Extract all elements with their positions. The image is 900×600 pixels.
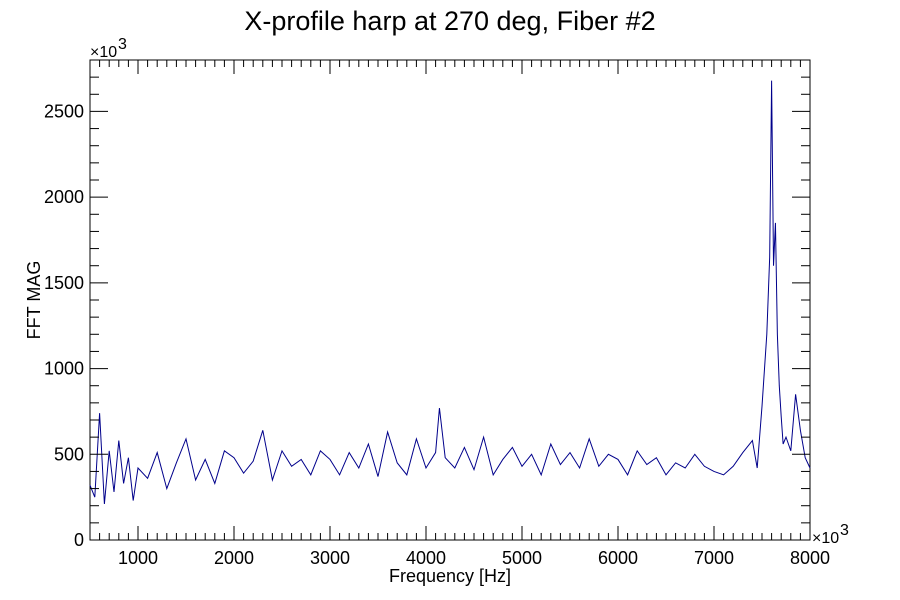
x-tick-label: 1000 (118, 548, 158, 568)
x-axis: 1000 2000 3000 4000 5000 6000 7000 8000 (89, 60, 830, 568)
plot-frame (89, 59, 811, 541)
series-line (89, 80, 811, 505)
x-multiplier: ×10 3 (812, 522, 849, 547)
x-tick-label: 2000 (214, 548, 254, 568)
x-tick-label: 3000 (310, 548, 350, 568)
y-axis: 0 500 1000 1500 2000 2500 (44, 59, 810, 550)
y-multiplier: ×10 3 (90, 36, 127, 61)
y-multiplier-base: ×10 (90, 44, 117, 61)
x-multiplier-exponent: 3 (840, 522, 849, 539)
x-tick-label: 4000 (406, 548, 446, 568)
y-tick-label: 500 (54, 444, 84, 464)
y-multiplier-exponent: 3 (118, 36, 127, 53)
y-tick-label: 2000 (44, 187, 84, 207)
x-tick-label: 6000 (598, 548, 638, 568)
y-tick-label: 1500 (44, 273, 84, 293)
x-tick-label: 5000 (502, 548, 542, 568)
y-tick-label: 0 (74, 530, 84, 550)
x-tick-label: 7000 (694, 548, 734, 568)
y-tick-label: 1000 (44, 359, 84, 379)
x-multiplier-base: ×10 (812, 530, 839, 547)
y-tick-label: 2500 (44, 101, 84, 121)
chart-title: X-profile harp at 270 deg, Fiber #2 (244, 6, 655, 36)
y-axis-label: FFT MAG (24, 261, 44, 340)
plot-area (89, 59, 811, 541)
x-axis-label: Frequency [Hz] (389, 566, 511, 586)
x-tick-label: 8000 (790, 548, 830, 568)
